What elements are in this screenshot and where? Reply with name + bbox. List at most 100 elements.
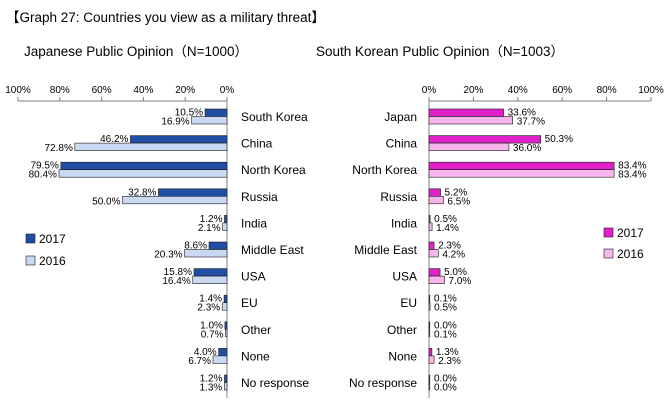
jp-data-label-2016: 80.4% — [29, 170, 57, 181]
kr-bar-2016 — [428, 249, 439, 258]
kr-bar-2016 — [428, 142, 510, 151]
jp-category-label: USA — [241, 270, 266, 284]
kr-category-label: India — [391, 216, 417, 230]
jp-bar-2016 — [223, 382, 228, 391]
jp-bar-2017 — [60, 161, 228, 170]
kr-bar-2016 — [428, 328, 431, 338]
kr-bar-2017 — [428, 135, 541, 144]
jp-data-label-2017: 8.6% — [184, 241, 207, 252]
jp-data-label-2017: 10.5% — [175, 108, 203, 119]
jp-bar-2016 — [191, 116, 228, 125]
jp-category-label: Middle East — [241, 243, 304, 257]
kr-tick-label: 0% — [422, 85, 437, 96]
jp-data-label-2017: 4.0% — [194, 347, 217, 358]
kr-data-label-2017: 5.2% — [445, 187, 468, 198]
jp-bar-2016 — [221, 302, 228, 311]
kr-category-label: China — [386, 137, 418, 151]
jp-bar-2017 — [158, 188, 228, 197]
jp-bar-2017 — [193, 268, 228, 277]
kr-data-label-2017: 0.1% — [434, 294, 457, 305]
kr-category-label: Japan — [384, 110, 417, 124]
jp-category-label: None — [241, 349, 270, 363]
kr-tick-label: 20% — [463, 85, 483, 96]
jp-data-label-2016: 16.9% — [161, 117, 189, 128]
kr-data-label-2017: 0.5% — [434, 214, 457, 225]
jp-category-label: India — [241, 216, 267, 230]
jp-category-label: China — [241, 137, 273, 151]
jp-tick-label: 40% — [133, 85, 153, 96]
kr-bar-2016 — [428, 302, 431, 311]
jp-category-label: No response — [241, 376, 309, 390]
kr-data-label-2016: 0.0% — [434, 383, 457, 394]
kr-data-label-2016: 83.4% — [618, 170, 646, 181]
kr-data-label-2017: 2.3% — [438, 241, 461, 252]
kr-category-label: Other — [387, 323, 417, 337]
kr-data-label-2017: 83.4% — [618, 161, 646, 172]
jp-bar-2017 — [204, 108, 228, 117]
jp-data-label-2017: 15.8% — [164, 267, 192, 278]
kr-data-label-2016: 0.5% — [434, 303, 457, 314]
jp-legend-swatch-2017 — [25, 233, 36, 244]
jp-bar-2016 — [212, 355, 228, 364]
kr-data-label-2017: 50.3% — [545, 134, 573, 145]
kr-data-label-2016: 2.3% — [438, 356, 461, 367]
kr-category-label: None — [388, 349, 417, 363]
kr-bar-2017 — [428, 268, 441, 277]
jp-bar-2016 — [58, 169, 228, 178]
kr-data-label-2016: 4.2% — [442, 250, 465, 261]
jp-data-label-2017: 46.2% — [100, 134, 128, 145]
jp-bar-2017 — [218, 348, 228, 357]
jp-tick-label: 60% — [92, 85, 112, 96]
kr-data-label-2017: 33.6% — [508, 108, 536, 119]
kr-category-label: North Korea — [352, 163, 417, 177]
jp-bar-2016 — [122, 196, 228, 205]
kr-category-label: Middle East — [354, 243, 417, 257]
kr-bar-2016 — [428, 196, 444, 205]
jp-bar-2017 — [130, 135, 228, 144]
kr-bar-2017 — [428, 215, 431, 224]
kr-bar-2017 — [428, 108, 504, 117]
jp-category-label: North Korea — [241, 163, 306, 177]
jp-bar-2016 — [225, 328, 228, 338]
kr-data-label-2016: 0.1% — [434, 329, 457, 340]
kr-data-label-2017: 1.3% — [436, 347, 459, 358]
kr-legend-label-2016: 2016 — [617, 247, 644, 261]
kr-bar-2016 — [428, 116, 513, 125]
page-title: 【Graph 27: Countries you view as a milit… — [6, 10, 325, 25]
kr-data-label-2016: 1.4% — [436, 223, 459, 234]
jp-legend-swatch-2016 — [25, 255, 36, 266]
kr-bar-2017 — [428, 348, 433, 357]
kr-category-label: No response — [349, 376, 417, 390]
jp-data-label-2016: 2.1% — [198, 223, 221, 234]
jp-data-label-2017: 79.5% — [30, 161, 58, 172]
jp-data-label-2016: 72.8% — [44, 143, 72, 154]
kr-tick-label: 40% — [508, 85, 528, 96]
kr-legend-label-2017: 2017 — [617, 226, 644, 240]
jp-data-label-2016: 2.3% — [197, 303, 220, 314]
kr-tick-label: 60% — [552, 85, 572, 96]
jp-category-label: EU — [241, 296, 258, 310]
jp-data-label-2016: 6.7% — [188, 356, 211, 367]
kr-bar-2017 — [428, 374, 431, 383]
jp-data-label-2016: 20.3% — [154, 250, 182, 261]
kr-bar-2017 — [428, 161, 615, 170]
jp-category-label: Russia — [241, 190, 278, 204]
kr-data-label-2016: 7.0% — [449, 276, 472, 287]
kr-bar-2017 — [428, 241, 435, 250]
kr-data-label-2017: 0.0% — [434, 374, 457, 385]
kr-data-label-2017: 5.0% — [444, 267, 467, 278]
jp-bar-2016 — [222, 222, 228, 231]
jp-tick-label: 20% — [175, 85, 195, 96]
jp-bar-2017 — [224, 321, 228, 330]
jp-tick-label: 0% — [220, 85, 235, 96]
jp-tick-label: 80% — [50, 85, 70, 96]
japan-chart-title: Japanese Public Opinion（N=1000） — [24, 44, 249, 59]
jp-tick-label: 100% — [5, 85, 31, 96]
jp-legend-label-2016: 2016 — [39, 254, 66, 268]
kr-legend-swatch-2016 — [603, 248, 614, 259]
kr-bar-2017 — [428, 294, 431, 304]
jp-bar-2016 — [184, 249, 228, 258]
jp-bar-2017 — [208, 241, 228, 250]
kr-data-label-2017: 0.0% — [434, 320, 457, 331]
jp-data-label-2016: 16.4% — [162, 276, 190, 287]
